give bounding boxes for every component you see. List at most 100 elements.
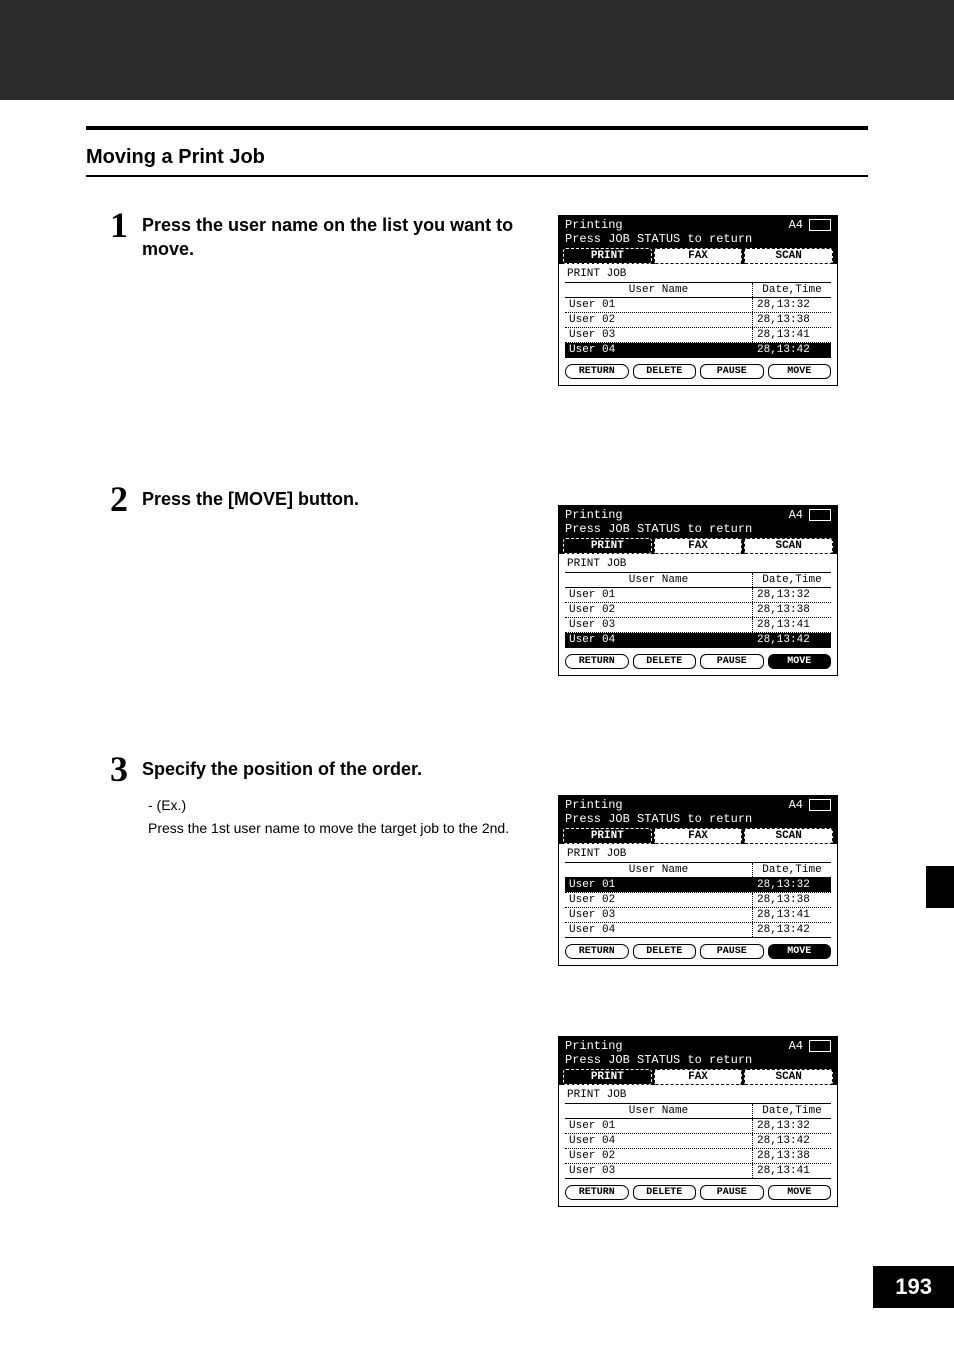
cell-time: 28,13:38 xyxy=(753,1149,831,1163)
cell-user: User 01 xyxy=(565,878,753,892)
table-row[interactable]: User 0128,13:32 xyxy=(565,298,831,313)
cell-time: 28,13:38 xyxy=(753,603,831,617)
paper-icon xyxy=(809,1040,831,1052)
device-screen: PrintingA4Press JOB STATUS to returnPRIN… xyxy=(558,505,838,676)
heading-rule xyxy=(86,126,868,130)
return-button[interactable]: RETURN xyxy=(565,364,629,379)
move-button[interactable]: MOVE xyxy=(768,944,832,959)
tab-print[interactable]: PRINT xyxy=(563,538,652,554)
tab-scan[interactable]: SCAN xyxy=(744,538,833,554)
paper-icon xyxy=(809,799,831,811)
delete-button[interactable]: DELETE xyxy=(633,654,697,669)
step-number: 1 xyxy=(100,207,128,243)
delete-button[interactable]: DELETE xyxy=(633,364,697,379)
cell-user: User 02 xyxy=(565,313,753,327)
paper-size: A4 xyxy=(789,508,803,522)
table-row[interactable]: User 0128,13:32 xyxy=(565,878,831,893)
tab-scan[interactable]: SCAN xyxy=(744,828,833,844)
return-button[interactable]: RETURN xyxy=(565,654,629,669)
page-number: 193 xyxy=(873,1266,954,1308)
button-row: RETURN DELETEPAUSE MOVE xyxy=(559,1181,837,1206)
table-row[interactable]: User 0228,13:38 xyxy=(565,313,831,328)
cell-user: User 01 xyxy=(565,1119,753,1133)
paper-icon xyxy=(809,509,831,521)
step-number: 2 xyxy=(100,481,128,517)
move-button[interactable]: MOVE xyxy=(768,654,832,669)
paper-indicator: A4 xyxy=(789,1039,831,1053)
paper-indicator: A4 xyxy=(789,218,831,232)
tab-scan[interactable]: SCAN xyxy=(744,1069,833,1085)
cell-time: 28,13:42 xyxy=(753,1134,831,1148)
button-row: RETURN DELETEPAUSE MOVE xyxy=(559,940,837,965)
tab-row: PRINTFAXSCAN xyxy=(559,1069,837,1085)
cell-time: 28,13:41 xyxy=(753,618,831,632)
job-table: User NameDate,TimeUser 0128,13:32User 04… xyxy=(565,1103,831,1179)
cell-user: User 04 xyxy=(565,633,753,647)
job-table: User NameDate,TimeUser 0128,13:32User 02… xyxy=(565,282,831,358)
step-number: 3 xyxy=(100,751,128,787)
table-row[interactable]: User 0228,13:38 xyxy=(565,603,831,618)
job-type-label: PRINT JOB xyxy=(559,1085,837,1103)
return-button[interactable]: RETURN xyxy=(565,944,629,959)
cell-time: 28,13:32 xyxy=(753,298,831,312)
col-user: User Name xyxy=(565,283,753,297)
return-button[interactable]: RETURN xyxy=(565,1185,629,1200)
cell-time: 28,13:32 xyxy=(753,878,831,892)
table-row[interactable]: User 0428,13:42 xyxy=(565,923,831,937)
table-row[interactable]: User 0228,13:38 xyxy=(565,893,831,908)
delete-button[interactable]: DELETE xyxy=(633,1185,697,1200)
cell-user: User 03 xyxy=(565,1164,753,1178)
cell-time: 28,13:42 xyxy=(753,923,831,937)
table-row[interactable]: User 0328,13:41 xyxy=(565,618,831,633)
tab-print[interactable]: PRINT xyxy=(563,248,652,264)
delete-button[interactable]: DELETE xyxy=(633,944,697,959)
tab-fax[interactable]: FAX xyxy=(654,248,743,264)
cell-user: User 04 xyxy=(565,923,753,937)
move-button[interactable]: MOVE xyxy=(768,1185,832,1200)
device-screen: PrintingA4Press JOB STATUS to returnPRIN… xyxy=(558,1036,838,1207)
status-text: Printing xyxy=(565,218,623,232)
table-row[interactable]: User 0328,13:41 xyxy=(565,1164,831,1178)
cell-time: 28,13:32 xyxy=(753,588,831,602)
pause-button[interactable]: PAUSE xyxy=(700,944,764,959)
job-type-label: PRINT JOB xyxy=(559,844,837,862)
tab-print[interactable]: PRINT xyxy=(563,828,652,844)
col-user: User Name xyxy=(565,573,753,587)
table-row[interactable]: User 0428,13:42 xyxy=(565,633,831,647)
pause-button[interactable]: PAUSE xyxy=(700,364,764,379)
table-row[interactable]: User 0428,13:42 xyxy=(565,1134,831,1149)
move-button[interactable]: MOVE xyxy=(768,364,832,379)
tab-scan[interactable]: SCAN xyxy=(744,248,833,264)
tab-print[interactable]: PRINT xyxy=(563,1069,652,1085)
pause-button[interactable]: PAUSE xyxy=(700,654,764,669)
button-row: RETURN DELETEPAUSE MOVE xyxy=(559,650,837,675)
table-row[interactable]: User 0328,13:41 xyxy=(565,328,831,343)
cell-time: 28,13:42 xyxy=(753,343,831,357)
table-row[interactable]: User 0228,13:38 xyxy=(565,1149,831,1164)
hint-text: Press JOB STATUS to return xyxy=(565,812,831,826)
hint-text: Press JOB STATUS to return xyxy=(565,522,831,536)
cell-time: 28,13:38 xyxy=(753,893,831,907)
screen-header: PrintingA4Press JOB STATUS to return xyxy=(559,796,837,828)
cell-time: 28,13:32 xyxy=(753,1119,831,1133)
table-row[interactable]: User 0128,13:32 xyxy=(565,588,831,603)
col-time: Date,Time xyxy=(753,573,831,587)
tab-fax[interactable]: FAX xyxy=(654,828,743,844)
cell-user: User 03 xyxy=(565,908,753,922)
tab-row: PRINTFAXSCAN xyxy=(559,248,837,264)
cell-user: User 02 xyxy=(565,1149,753,1163)
table-row[interactable]: User 0428,13:42 xyxy=(565,343,831,357)
job-type-label: PRINT JOB xyxy=(559,264,837,282)
cell-time: 28,13:42 xyxy=(753,633,831,647)
table-row[interactable]: User 0328,13:41 xyxy=(565,908,831,923)
tab-fax[interactable]: FAX xyxy=(654,1069,743,1085)
paper-indicator: A4 xyxy=(789,798,831,812)
cell-time: 28,13:41 xyxy=(753,1164,831,1178)
paper-size: A4 xyxy=(789,798,803,812)
cell-user: User 02 xyxy=(565,603,753,617)
section-title: Moving a Print Job xyxy=(86,146,868,169)
table-row[interactable]: User 0128,13:32 xyxy=(565,1119,831,1134)
pause-button[interactable]: PAUSE xyxy=(700,1185,764,1200)
tab-fax[interactable]: FAX xyxy=(654,538,743,554)
hint-text: Press JOB STATUS to return xyxy=(565,232,831,246)
